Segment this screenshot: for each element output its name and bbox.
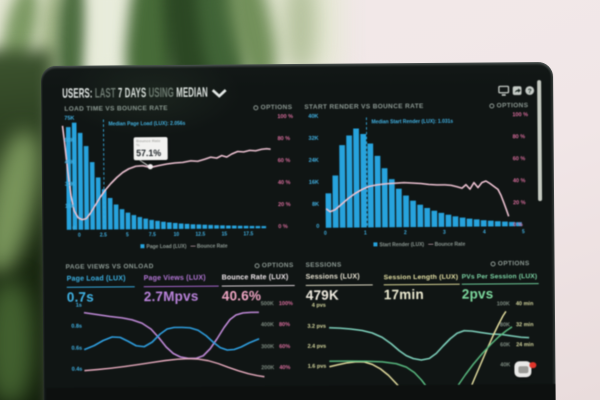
svg-text:?: ?	[528, 88, 532, 95]
